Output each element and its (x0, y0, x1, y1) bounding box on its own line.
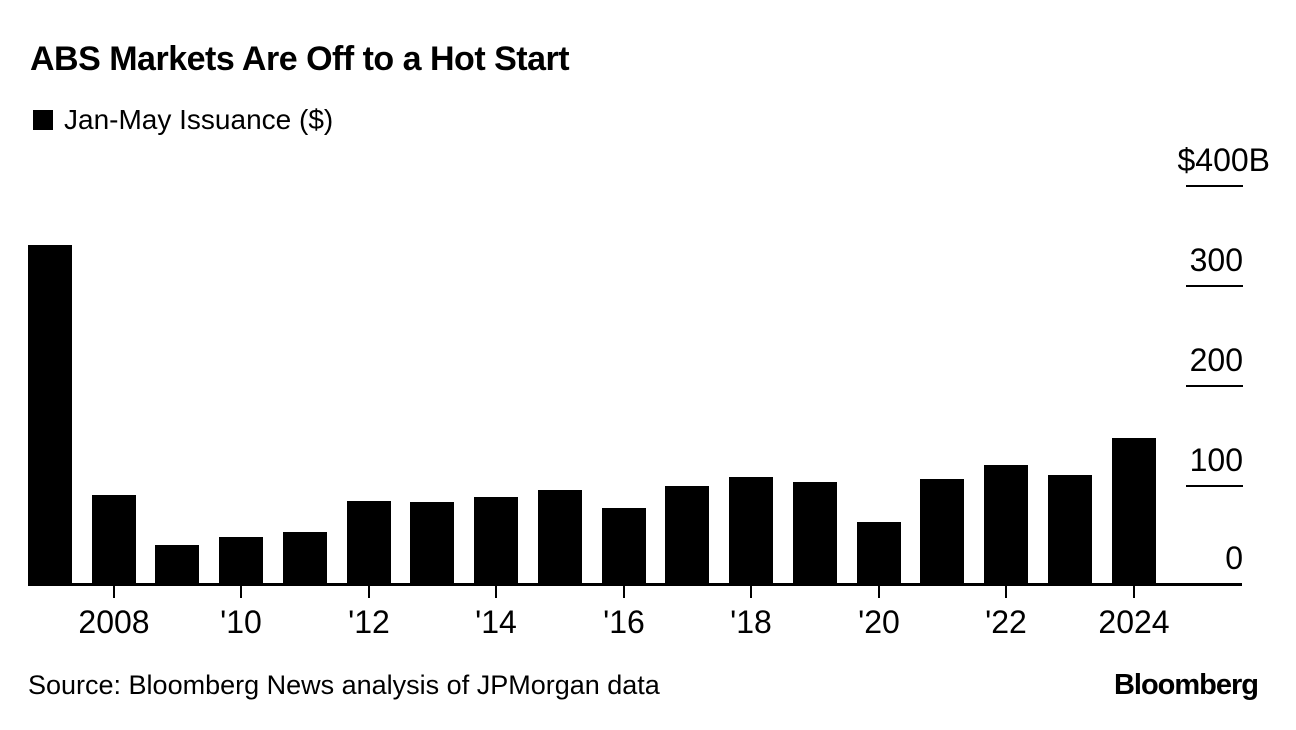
legend-swatch-icon (33, 110, 53, 130)
x-tick-2010 (240, 585, 242, 598)
x-tick-2024 (1133, 585, 1135, 598)
bar-2022 (984, 465, 1028, 585)
x-tick-2020 (878, 585, 880, 598)
bar-2012 (347, 501, 391, 585)
x-tick-2012 (368, 585, 370, 598)
x-tick-label-2020: '20 (858, 604, 900, 640)
x-tick-label-2012: '12 (348, 604, 390, 640)
y-tick-label-100: 100 (1189, 442, 1243, 478)
y-tick-200 (1186, 385, 1243, 387)
x-axis-line (28, 583, 1242, 586)
bar-2019 (793, 482, 837, 585)
bloomberg-logo: Bloomberg (1113, 669, 1259, 701)
y-tick-300 (1186, 285, 1243, 287)
bar-2009 (155, 545, 199, 585)
y-tick-label-400: $400B (1177, 142, 1270, 178)
bar-2017 (665, 486, 709, 585)
bar-2021 (920, 479, 964, 585)
x-tick-label-2010: '10 (220, 604, 262, 640)
y-tick-100 (1186, 485, 1243, 487)
bar-2020 (857, 522, 901, 585)
bar-2023 (1048, 475, 1092, 585)
bar-2010 (219, 537, 263, 585)
bar-2015 (538, 490, 582, 585)
x-tick-2016 (623, 585, 625, 598)
x-tick-label-2008: 2008 (78, 604, 150, 640)
y-tick-label-0: 0 (1225, 540, 1243, 576)
bar-2008 (92, 495, 136, 585)
source-note: Source: Bloomberg News analysis of JPMor… (28, 670, 660, 700)
bar-2014 (474, 497, 518, 585)
bar-2018 (729, 477, 773, 585)
x-tick-label-2022: '22 (985, 604, 1027, 640)
bar-2024 (1112, 438, 1156, 585)
x-tick-label-2024: 2024 (1098, 604, 1170, 640)
y-tick-400 (1186, 185, 1243, 187)
bar-2007 (28, 245, 72, 585)
y-tick-label-300: 300 (1189, 242, 1243, 278)
bar-2011 (283, 532, 327, 585)
x-tick-label-2014: '14 (475, 604, 517, 640)
x-tick-2018 (750, 585, 752, 598)
y-tick-label-200: 200 (1189, 342, 1243, 378)
chart-title: ABS Markets Are Off to a Hot Start (30, 40, 570, 78)
legend-label: Jan-May Issuance ($) (64, 104, 334, 135)
x-tick-2008 (113, 585, 115, 598)
x-tick-2022 (1005, 585, 1007, 598)
bar-2013 (410, 502, 454, 585)
x-tick-label-2018: '18 (730, 604, 772, 640)
x-tick-label-2016: '16 (603, 604, 645, 640)
x-tick-2014 (495, 585, 497, 598)
bar-2016 (602, 508, 646, 585)
